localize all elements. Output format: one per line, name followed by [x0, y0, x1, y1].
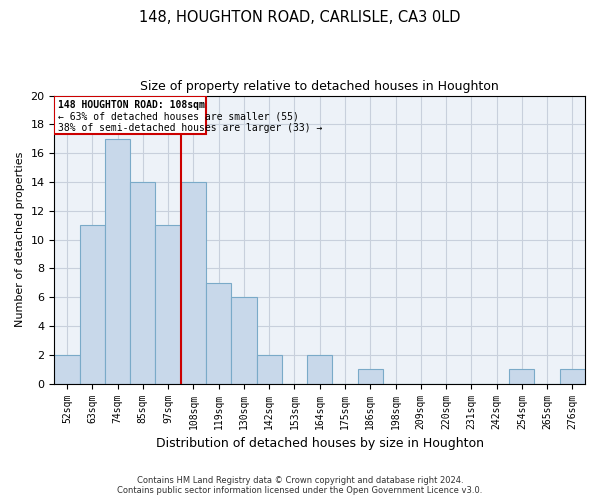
Y-axis label: Number of detached properties: Number of detached properties: [15, 152, 25, 328]
Text: 38% of semi-detached houses are larger (33) →: 38% of semi-detached houses are larger (…: [58, 123, 323, 133]
Bar: [560, 370, 585, 384]
Bar: [257, 355, 282, 384]
Text: ← 63% of detached houses are smaller (55): ← 63% of detached houses are smaller (55…: [58, 112, 299, 122]
Text: 148, HOUGHTON ROAD, CARLISLE, CA3 0LD: 148, HOUGHTON ROAD, CARLISLE, CA3 0LD: [139, 10, 461, 25]
Bar: [358, 370, 383, 384]
Bar: [509, 370, 535, 384]
Bar: [80, 225, 105, 384]
Bar: [181, 182, 206, 384]
Bar: [130, 182, 155, 384]
Bar: [307, 355, 332, 384]
Text: Contains HM Land Registry data © Crown copyright and database right 2024.
Contai: Contains HM Land Registry data © Crown c…: [118, 476, 482, 495]
Text: 148 HOUGHTON ROAD: 108sqm: 148 HOUGHTON ROAD: 108sqm: [58, 100, 205, 110]
X-axis label: Distribution of detached houses by size in Houghton: Distribution of detached houses by size …: [156, 437, 484, 450]
Title: Size of property relative to detached houses in Houghton: Size of property relative to detached ho…: [140, 80, 499, 93]
Bar: [55, 355, 80, 384]
Bar: [206, 283, 231, 384]
Bar: [155, 225, 181, 384]
Bar: [231, 298, 257, 384]
FancyBboxPatch shape: [55, 96, 206, 134]
Bar: [105, 139, 130, 384]
